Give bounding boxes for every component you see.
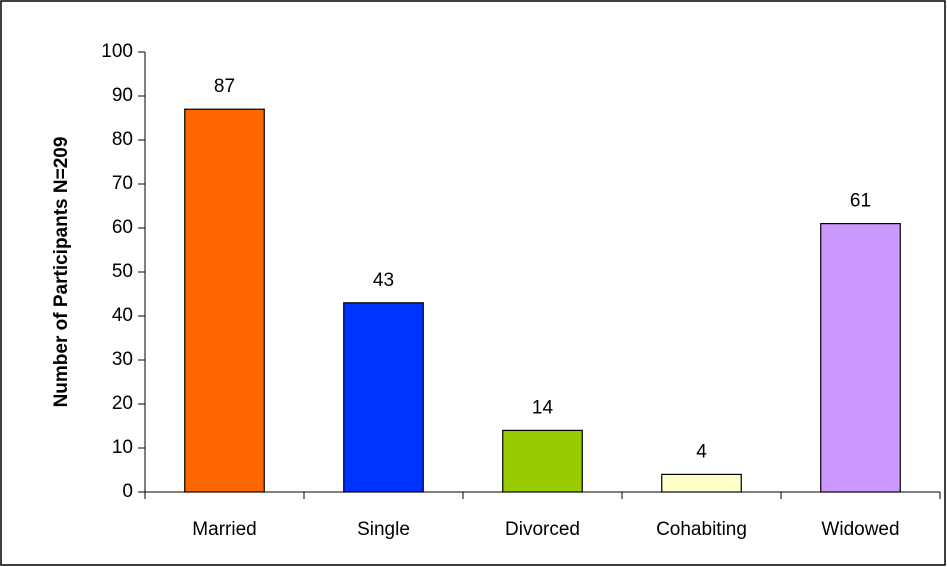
x-tick-label: Single (357, 519, 410, 540)
y-tick-label: 70 (112, 173, 133, 194)
y-tick-label: 50 (112, 261, 133, 282)
bar (502, 429, 583, 493)
x-tick-label: Cohabiting (656, 519, 747, 540)
y-tick-label: 100 (101, 41, 133, 62)
bar (820, 223, 901, 493)
y-tick-label: 40 (112, 305, 133, 326)
bar (661, 473, 742, 493)
data-label: 61 (850, 191, 871, 212)
y-tick-label: 90 (112, 85, 133, 106)
y-tick-label: 0 (122, 481, 133, 502)
data-label: 14 (532, 397, 554, 418)
x-tick-label: Married (192, 519, 256, 540)
x-tick-label: Divorced (505, 519, 580, 540)
y-tick-label: 30 (112, 349, 133, 370)
y-axis-label: Number of Participants N=209 (51, 137, 72, 408)
bar (343, 302, 424, 493)
bar (184, 108, 265, 493)
y-tick-label: 60 (112, 217, 133, 238)
data-label: 87 (214, 76, 235, 97)
y-tick-label: 80 (112, 129, 133, 150)
data-label: 43 (373, 270, 394, 291)
x-tick-label: Widowed (821, 519, 899, 540)
y-tick-label: 20 (112, 393, 133, 414)
y-tick-label: 10 (112, 437, 133, 458)
data-label: 4 (696, 441, 707, 462)
